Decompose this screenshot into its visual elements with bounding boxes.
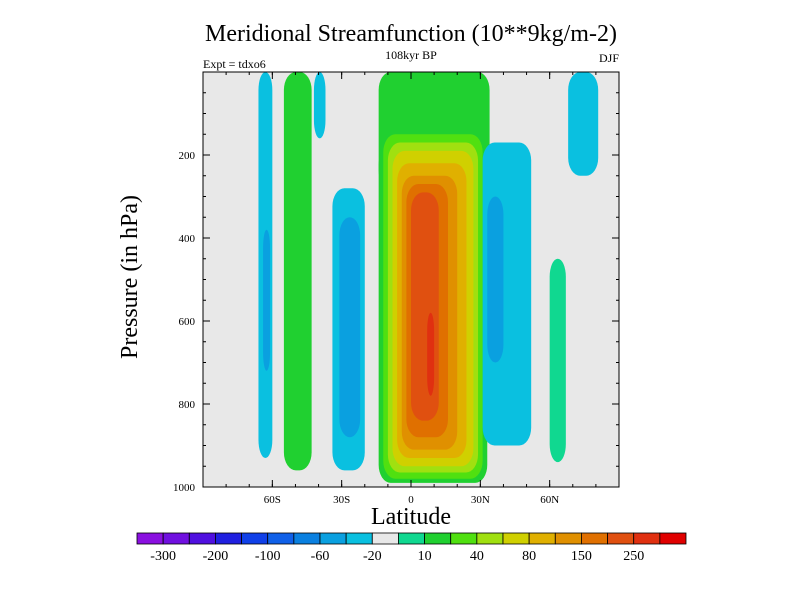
- y-axis-ticks: 200 400 600 800 1000: [173, 92, 619, 494]
- colorbar-swatch-3: [188, 532, 216, 545]
- colorbar-swatch-1: [136, 532, 164, 545]
- season-label: DJF: [599, 51, 619, 65]
- colorbar-label: -300: [150, 549, 176, 564]
- y-tick-label: 600: [179, 316, 196, 328]
- x-tick-label: 30S: [333, 494, 350, 506]
- colorbar-swatch-21: [659, 532, 687, 545]
- x-tick-label: 60S: [264, 494, 281, 506]
- contour-region-2: [263, 229, 271, 371]
- contour-region-3: [283, 72, 312, 471]
- y-tick-label: 800: [179, 399, 196, 411]
- colorbar-swatch-10: [371, 532, 399, 545]
- y-tick-label: 400: [179, 233, 196, 245]
- colorbar-swatch-16: [528, 532, 556, 545]
- colorbar-label: -100: [255, 549, 281, 564]
- colorbar-swatch-14: [476, 532, 504, 545]
- colorbar: -300 -200 -100 -60 -20 10 40 80 150 250: [136, 532, 687, 564]
- colorbar-swatch-19: [607, 532, 635, 545]
- experiment-label: Expt = tdxo6: [203, 57, 266, 71]
- colorbar-swatch-15: [502, 532, 530, 545]
- contour-region-19: [549, 258, 566, 463]
- colorbar-swatch-8: [319, 532, 347, 545]
- colorbar-swatch-9: [345, 532, 373, 545]
- colorbar-swatch-11: [398, 532, 425, 545]
- colorbar-swatch-20: [633, 532, 661, 545]
- contour-region-16: [427, 312, 435, 396]
- y-tick-label: 1000: [173, 482, 196, 494]
- colorbar-swatch-17: [554, 532, 582, 545]
- x-tick-label: 60N: [540, 494, 559, 506]
- plot-area: [202, 71, 620, 488]
- x-tick-label: 0: [408, 494, 414, 506]
- colorbar-swatch-2: [162, 532, 190, 545]
- colorbar-label: -20: [363, 549, 382, 564]
- contour-region-6: [339, 217, 361, 438]
- contour-region-4: [313, 72, 326, 139]
- period-label: 108kyr BP: [385, 48, 437, 62]
- x-tick-label: 30N: [471, 494, 490, 506]
- colorbar-swatch-4: [215, 532, 242, 545]
- contour-region-18: [487, 196, 504, 363]
- colorbar-swatch-6: [267, 532, 295, 545]
- colorbar-label: 80: [522, 549, 536, 564]
- colorbar-label: 10: [418, 549, 432, 564]
- x-axis-label: Latitude: [371, 504, 451, 530]
- colorbar-swatch-13: [450, 532, 478, 545]
- colorbar-label: 40: [470, 549, 484, 564]
- y-tick-label: 200: [179, 150, 196, 162]
- colorbar-label: -60: [311, 549, 330, 564]
- colorbar-swatch-5: [241, 532, 269, 545]
- contour-region-15: [411, 192, 439, 421]
- contour-region-20: [568, 72, 599, 176]
- colorbar-label: 150: [571, 549, 592, 564]
- colorbar-label: -200: [203, 549, 229, 564]
- colorbar-swatch-12: [424, 532, 452, 545]
- y-axis-label: Pressure (in hPa): [117, 195, 143, 359]
- colorbar-swatch-18: [581, 532, 608, 545]
- chart-title: Meridional Streamfunction (10**9kg/m-2): [205, 21, 617, 47]
- colorbar-swatch-7: [293, 532, 321, 545]
- colorbar-label: 250: [623, 549, 644, 564]
- x-axis-ticks: 60S 30S 0 30N 60N: [225, 72, 597, 506]
